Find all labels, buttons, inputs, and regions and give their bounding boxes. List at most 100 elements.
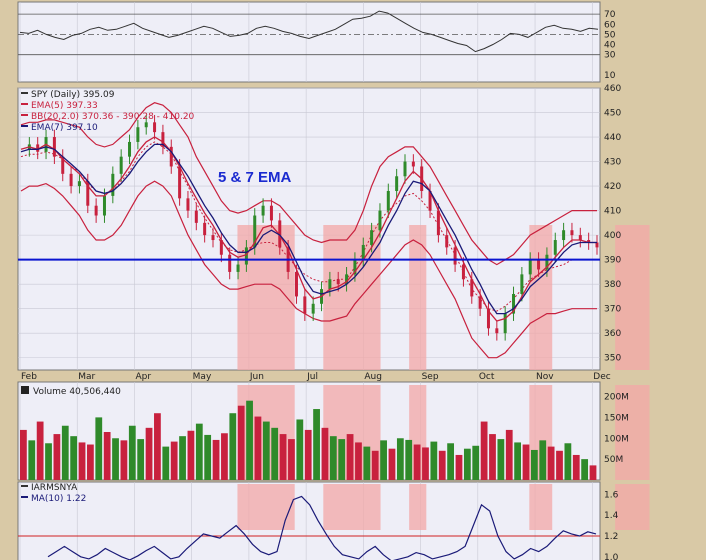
price-bar-body (503, 313, 507, 334)
volume-bar (530, 449, 538, 480)
legend-title: SPY (Daily) 395.09 (31, 90, 115, 100)
price-bar-body (61, 156, 65, 174)
volume-bar (70, 436, 78, 480)
volume-bar (422, 447, 429, 480)
price-bar-body (211, 235, 215, 241)
volume-bar (296, 419, 304, 480)
price-bar-body (495, 328, 499, 334)
volume-bar (355, 442, 362, 480)
price-bar-body (94, 205, 98, 216)
price-tick-label: 380 (604, 280, 621, 290)
volume-tick-label: 200M (604, 393, 629, 403)
volume-bar (179, 436, 186, 480)
volume-bar (346, 434, 354, 480)
price-tick-label: 370 (604, 305, 621, 315)
price-bar-body (595, 242, 599, 248)
volume-bar (572, 454, 580, 480)
price-bar-body (203, 222, 207, 236)
price-bar-body (111, 173, 115, 196)
price-bar-body (219, 240, 223, 255)
legend-ema5: EMA(5) 397.33 (31, 101, 98, 111)
price-bar-body (520, 274, 524, 294)
price-tick-label: 400 (604, 231, 621, 241)
price-bar-body (428, 190, 432, 211)
volume-bar (204, 434, 212, 480)
volume-bar (28, 440, 36, 480)
month-label: Mar (78, 372, 95, 382)
volume-bar (472, 445, 480, 480)
volume-bar (145, 427, 153, 480)
highlight-zone-price (409, 225, 427, 370)
price-bar-body (153, 122, 157, 133)
volume-bar (246, 400, 253, 480)
legend-bollinger: BB(20,2.0) 370.36 - 390.28 - 410.20 (31, 112, 195, 122)
price-bar-body (311, 303, 315, 314)
price-bar-body (328, 279, 332, 290)
month-label: Apr (135, 372, 151, 382)
highlight-zone-breadth (529, 484, 553, 530)
price-tick-label: 430 (604, 158, 621, 168)
price-bar-body (128, 141, 132, 157)
price-bar-body (69, 173, 73, 187)
price-bar-body (403, 161, 407, 177)
volume-bar (589, 465, 597, 480)
volume-bar (304, 429, 312, 480)
volume-bar (61, 425, 69, 480)
volume-bar (581, 459, 589, 480)
price-bar-body (528, 259, 532, 275)
price-bar-body (395, 176, 399, 191)
price-bar-body (378, 210, 382, 231)
rsi-tick-label: 60 (604, 20, 616, 30)
price-bar-body (303, 296, 307, 314)
price-bar-body (361, 244, 365, 260)
volume-bar (254, 416, 262, 480)
volume-bar (170, 441, 178, 480)
volume-bar (338, 439, 346, 480)
price-bar-body (370, 230, 374, 245)
volume-bar (405, 439, 413, 480)
highlight-zone-breadth (615, 484, 650, 530)
volume-bar (455, 454, 463, 480)
volume-bar (396, 438, 404, 480)
month-label: Jul (306, 372, 318, 382)
highlight-zone-price (529, 225, 553, 370)
price-legend: SPY (Daily) 395.09 EMA(5) 397.33 BB(20,2… (21, 90, 195, 133)
breadth-tick-labels: 1.6 1.4 1.2 1.0 (604, 490, 619, 560)
bollinger-upper-band (20, 102, 597, 266)
price-tick-label: 350 (604, 354, 621, 364)
price-bar-body (562, 230, 566, 241)
volume-bar (103, 432, 111, 480)
volume-tick-label: 100M (604, 434, 629, 444)
volume-bar (112, 438, 119, 480)
breadth-tick-label: 1.6 (604, 490, 619, 500)
price-bar-body (52, 137, 56, 157)
volume-bar (154, 413, 161, 480)
price-tick-label: 460 (604, 84, 621, 94)
price-tick-label: 450 (604, 109, 621, 119)
volume-bar (413, 444, 421, 480)
price-bar-body (36, 144, 40, 152)
month-label: Oct (479, 372, 495, 382)
breadth-legend-ma: MA(10) 1.22 (31, 494, 86, 504)
price-bar-body (411, 161, 415, 167)
rsi-panel (17, 1, 601, 83)
highlight-zone-breadth (323, 484, 381, 530)
volume-bar (489, 434, 496, 480)
price-bar-body (236, 264, 240, 272)
highlight-zone-volume (615, 385, 650, 480)
price-bar-body (570, 230, 574, 236)
volume-bars (20, 400, 597, 480)
price-bar-body (178, 166, 182, 199)
price-bar-body (345, 274, 349, 285)
volume-bar (480, 421, 488, 480)
volume-bar (187, 430, 195, 480)
volume-bar (430, 441, 438, 480)
volume-bar (556, 450, 563, 480)
month-label: Dec (593, 372, 610, 382)
price-bar-body (228, 254, 232, 272)
breadth-tick-label: 1.2 (604, 532, 618, 542)
price-bar-body (436, 210, 440, 236)
rsi-tick-label: 50 (604, 30, 616, 40)
